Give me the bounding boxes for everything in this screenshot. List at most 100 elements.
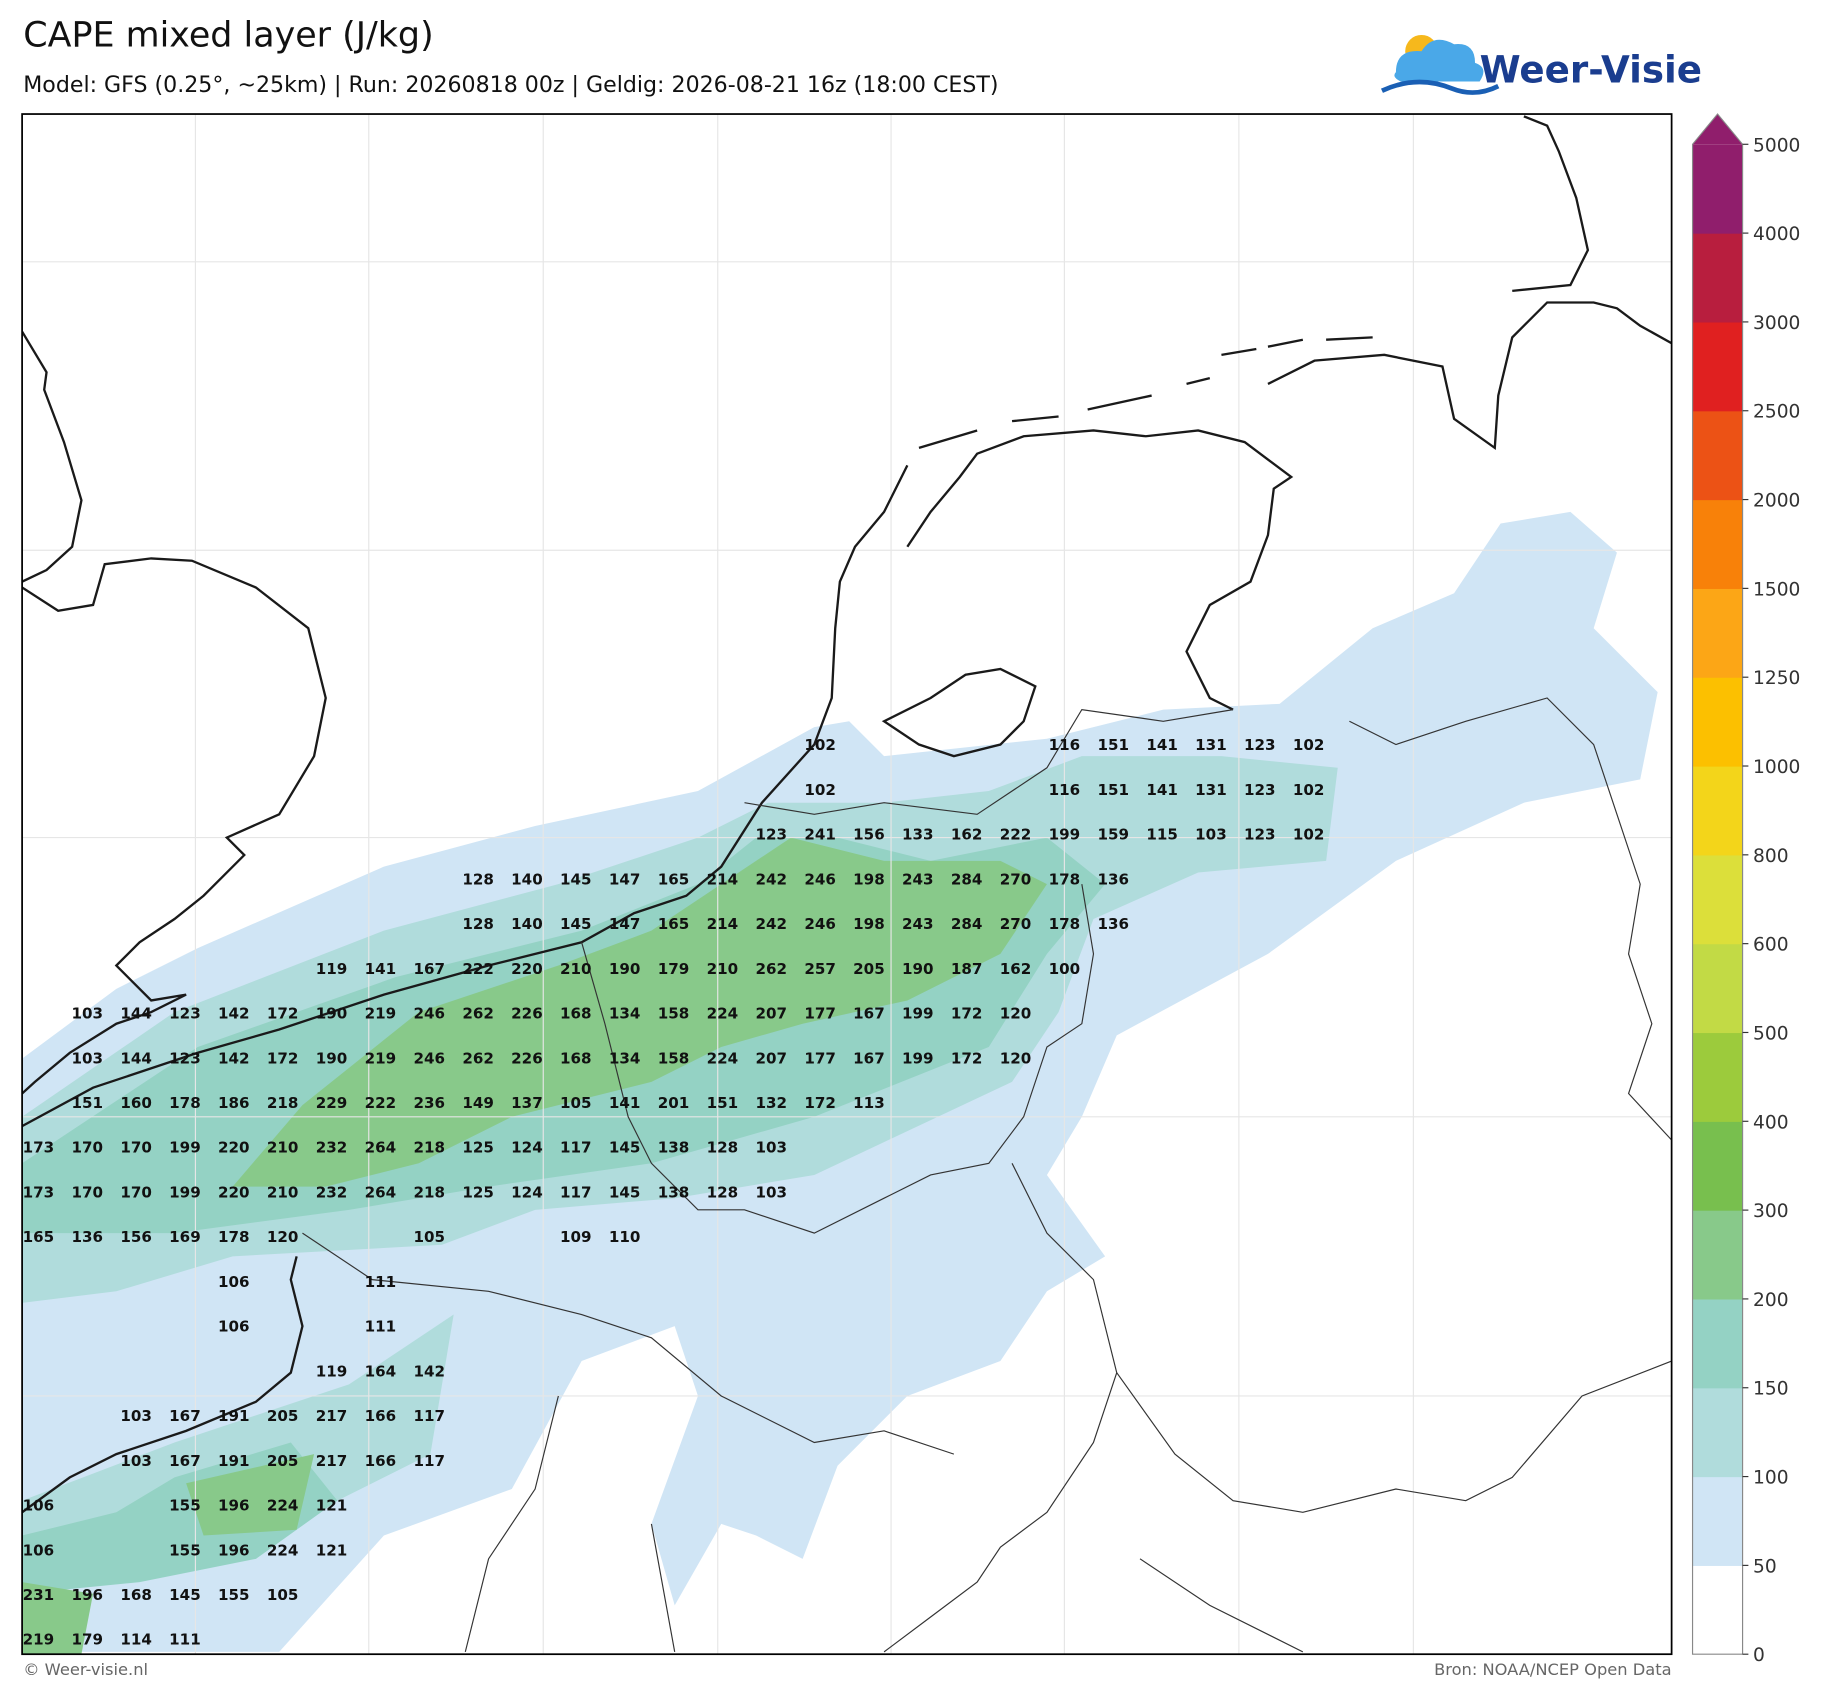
cape-value: 187 xyxy=(951,960,983,978)
cape-value: 168 xyxy=(560,1005,592,1023)
cape-value: 160 xyxy=(120,1094,152,1112)
cape-value: 102 xyxy=(804,736,836,754)
coast-uk-south xyxy=(22,557,327,1095)
cape-value: 196 xyxy=(218,1497,250,1515)
cape-value: 145 xyxy=(609,1183,641,1201)
colorbar-swatch xyxy=(1692,233,1743,323)
cape-value: 133 xyxy=(902,826,934,844)
colorbar-swatch xyxy=(1692,144,1743,234)
cape-value: 179 xyxy=(658,960,690,978)
border-de-pl xyxy=(1349,697,1672,1141)
logo-wave xyxy=(1380,79,1500,95)
cape-value: 144 xyxy=(120,1005,152,1023)
cape-value: 117 xyxy=(413,1452,445,1470)
cape-value: 106 xyxy=(218,1273,250,1291)
cape-value: 128 xyxy=(707,1183,739,1201)
cape-value: 100 xyxy=(1049,960,1081,978)
cape-value: 106 xyxy=(23,1541,55,1559)
cape-value: 177 xyxy=(804,1005,836,1023)
subtitle: Model: GFS (0.25°, ~25km) | Run: 2026081… xyxy=(23,72,998,98)
coast-nl-be-fr xyxy=(22,464,909,1128)
cape-value: 167 xyxy=(853,1049,885,1067)
cape-value: 217 xyxy=(316,1407,348,1425)
cape-value: 128 xyxy=(462,915,494,933)
cape-value: 199 xyxy=(169,1139,201,1157)
colorbar-tick-label: 50 xyxy=(1753,1556,1777,1577)
cape-value: 170 xyxy=(71,1139,103,1157)
colorbar-tick-label: 150 xyxy=(1753,1379,1789,1400)
map-area: 102 116 151 141 131 123 102 102 116 151 141 131 123 1… xyxy=(22,114,1672,1655)
value-labels: 102 116 151 141 131 123 102 102 116 151 141 131 123 1… xyxy=(23,736,1325,1649)
cape-value: 140 xyxy=(511,915,543,933)
cape-value: 173 xyxy=(23,1183,55,1201)
cape-value: 205 xyxy=(267,1407,299,1425)
colorbar-tick-label: 5000 xyxy=(1753,135,1800,156)
cape-value: 117 xyxy=(560,1183,592,1201)
border-nl-de xyxy=(744,709,1234,815)
cape-value: 270 xyxy=(1000,870,1032,888)
logo-text: Weer-Visie xyxy=(1480,48,1702,92)
cape-value: 243 xyxy=(902,915,934,933)
cape-value: 141 xyxy=(1146,781,1178,799)
cape-value: 102 xyxy=(1293,781,1325,799)
cape-value: 172 xyxy=(267,1049,299,1067)
cape-value: 207 xyxy=(755,1049,787,1067)
cape-value: 117 xyxy=(560,1139,592,1157)
colorbar-swatch xyxy=(1692,588,1743,678)
cape-area xyxy=(186,1454,315,1536)
cape-value: 246 xyxy=(413,1049,445,1067)
border-be-de xyxy=(581,884,1095,1234)
cape-value: 144 xyxy=(120,1049,152,1067)
cape-value: 147 xyxy=(609,870,641,888)
cape-value: 262 xyxy=(462,1049,494,1067)
cape-value: 236 xyxy=(413,1094,445,1112)
cape-value: 284 xyxy=(951,870,983,888)
cape-value: 103 xyxy=(120,1407,152,1425)
cape-value: 106 xyxy=(218,1318,250,1336)
cape-value: 232 xyxy=(316,1139,348,1157)
colorbar-swatch xyxy=(1692,854,1743,945)
graticule xyxy=(22,114,1672,1655)
cape-value: 270 xyxy=(1000,915,1032,933)
cape-value: 156 xyxy=(853,826,885,844)
cape-value: 169 xyxy=(169,1228,201,1246)
cape-value: 156 xyxy=(120,1228,152,1246)
cape-value: 210 xyxy=(267,1183,299,1201)
colorbar-tick-label: 600 xyxy=(1753,935,1789,956)
cape-value: 264 xyxy=(365,1139,397,1157)
cape-value: 177 xyxy=(804,1049,836,1067)
cape-value: 131 xyxy=(1195,736,1227,754)
cape-value: 262 xyxy=(462,1005,494,1023)
cape-value: 168 xyxy=(560,1049,592,1067)
cape-area xyxy=(965,1419,1036,1478)
cape-value: 116 xyxy=(1049,736,1081,754)
cape-value: 123 xyxy=(169,1049,201,1067)
cape-value: 102 xyxy=(804,781,836,799)
colorbar-tick-label: 100 xyxy=(1753,1468,1789,1489)
cape-value: 145 xyxy=(560,915,592,933)
cape-value: 222 xyxy=(365,1094,397,1112)
cape-value: 172 xyxy=(267,1005,299,1023)
cape-value: 125 xyxy=(462,1183,494,1201)
cape-value: 224 xyxy=(707,1049,739,1067)
cape-value: 207 xyxy=(755,1005,787,1023)
cape-value: 145 xyxy=(560,870,592,888)
cape-value: 173 xyxy=(23,1139,55,1157)
cape-value: 149 xyxy=(462,1094,494,1112)
cape-value: 125 xyxy=(462,1139,494,1157)
cape-value: 210 xyxy=(707,960,739,978)
colorbar-swatch xyxy=(1692,1298,1743,1389)
cape-value: 178 xyxy=(1049,915,1081,933)
cape-value: 264 xyxy=(365,1183,397,1201)
cape-value: 219 xyxy=(365,1049,397,1067)
cape-value: 103 xyxy=(71,1049,103,1067)
coast-de xyxy=(1267,301,1672,451)
wadden-islands xyxy=(918,336,1373,450)
cape-value: 246 xyxy=(804,915,836,933)
cape-value: 186 xyxy=(218,1094,250,1112)
cape-value: 120 xyxy=(267,1228,299,1246)
footer-right: Bron: NOAA/NCEP Open Data xyxy=(1434,1660,1672,1679)
cape-value: 165 xyxy=(23,1228,55,1246)
cape-value: 155 xyxy=(218,1586,250,1604)
cape-value: 142 xyxy=(413,1362,445,1380)
